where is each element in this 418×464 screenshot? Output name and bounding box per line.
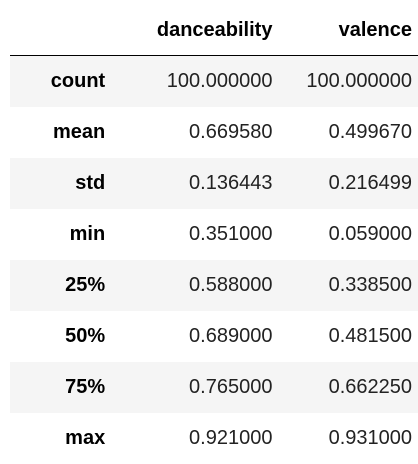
table-row-75pct: 75% 0.765000 0.662250 — [10, 361, 418, 413]
corner-cell — [10, 5, 120, 56]
table-row-25pct: 25% 0.588000 0.338500 — [10, 259, 418, 311]
table-row-max: max 0.921000 0.931000 — [10, 412, 418, 464]
row-index: min — [69, 222, 106, 245]
cell-danceability: 0.669580 — [189, 120, 273, 143]
table-row-std: std 0.136443 0.216499 — [10, 157, 418, 209]
row-index: max — [65, 426, 106, 449]
cell-valence: 0.481500 — [328, 324, 412, 347]
row-index: 25% — [65, 273, 106, 296]
cell-danceability: 0.689000 — [189, 324, 273, 347]
cell-valence: 0.338500 — [328, 273, 412, 296]
cell-valence: 100.000000 — [306, 69, 412, 92]
table-row-min: min 0.351000 0.059000 — [10, 208, 418, 260]
row-index: 75% — [65, 375, 106, 398]
row-index: mean — [52, 120, 106, 143]
table-row-50pct: 50% 0.689000 0.481500 — [10, 310, 418, 362]
row-index: std — [75, 171, 106, 194]
row-index: count — [50, 69, 106, 92]
table-body: count 100.000000 100.000000 mean 0.66958… — [10, 55, 418, 464]
cell-valence: 0.662250 — [328, 375, 412, 398]
column-header-valence: valence — [278, 5, 418, 56]
cell-danceability: 100.000000 — [166, 69, 273, 92]
column-header-danceability: danceability — [119, 5, 279, 56]
table-row-mean: mean 0.669580 0.499670 — [10, 106, 418, 158]
cell-danceability: 0.921000 — [189, 426, 273, 449]
cell-danceability: 0.588000 — [189, 273, 273, 296]
cell-danceability: 0.351000 — [189, 222, 273, 245]
row-index: 50% — [65, 324, 106, 347]
header-row: danceability valence — [10, 5, 418, 56]
cell-danceability: 0.765000 — [189, 375, 273, 398]
cell-valence: 0.216499 — [328, 171, 412, 194]
table-header: danceability valence — [10, 5, 418, 56]
describe-table: danceability valence count 100.000000 10… — [10, 5, 418, 464]
cell-valence: 0.499670 — [328, 120, 412, 143]
table-row-count: count 100.000000 100.000000 — [10, 55, 418, 107]
cell-valence: 0.931000 — [328, 426, 412, 449]
cell-danceability: 0.136443 — [189, 171, 273, 194]
cell-valence: 0.059000 — [328, 222, 412, 245]
